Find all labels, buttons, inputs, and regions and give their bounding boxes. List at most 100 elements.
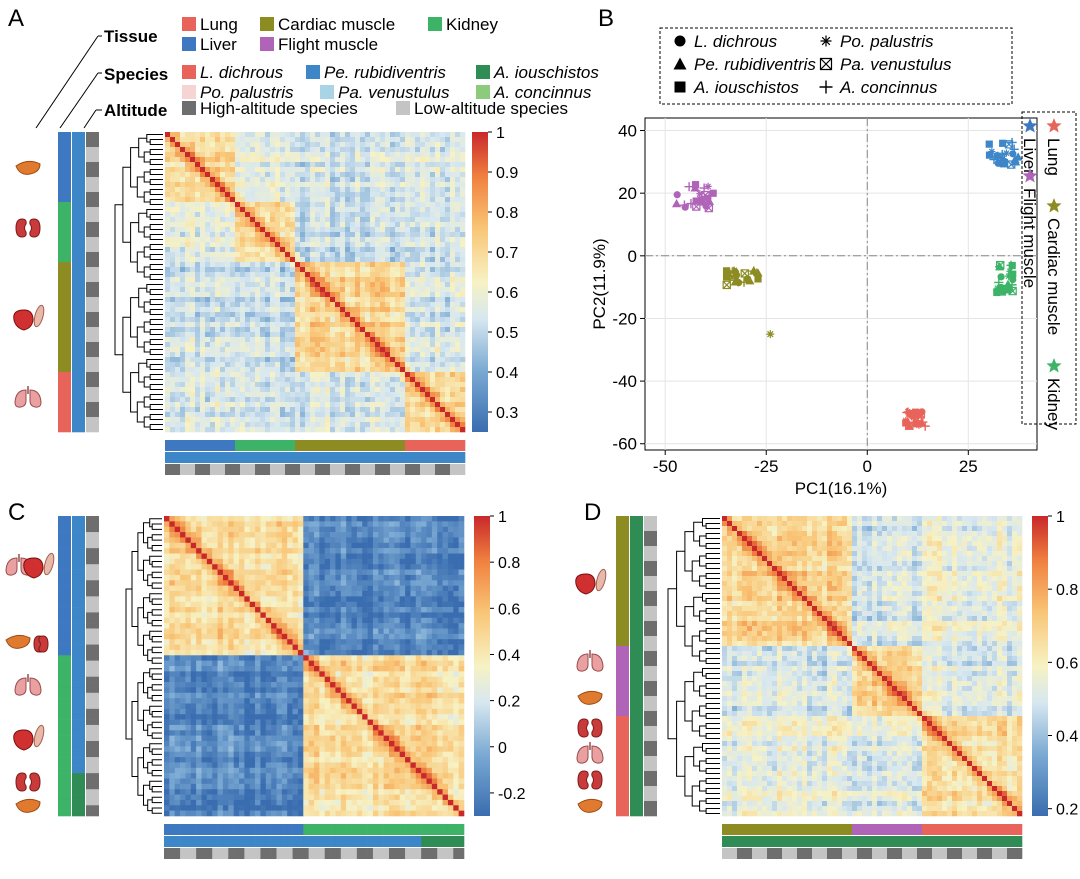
heatmap-cell	[395, 232, 401, 238]
heatmap-cell	[170, 252, 176, 258]
heatmap-cell	[445, 177, 451, 183]
annot-altitude-cell	[190, 464, 196, 475]
heatmap-cell	[215, 262, 221, 268]
heatmap-cell	[240, 387, 246, 393]
heatmap-cell	[310, 252, 316, 258]
dendrogram-branch	[137, 682, 144, 721]
heatmap-cell	[270, 427, 276, 433]
heatmap-cell	[324, 553, 331, 560]
data-point	[674, 35, 686, 47]
heatmap-cell	[300, 292, 306, 298]
heatmap-cell	[255, 162, 261, 168]
heatmap-cell	[280, 417, 286, 423]
heatmap-cell	[170, 367, 176, 373]
heatmap-cell	[340, 548, 347, 554]
heatmap-cell	[420, 427, 426, 433]
annot-species-cell	[72, 698, 85, 704]
legend-a-swatch	[320, 85, 334, 99]
heatmap-cell	[330, 337, 336, 343]
heatmap-cell	[295, 332, 301, 338]
heatmap-cell	[425, 157, 431, 163]
heatmap-cell	[315, 257, 321, 263]
heatmap-cell	[421, 558, 427, 565]
heatmap-cell	[276, 516, 283, 522]
heatmap-cell	[230, 332, 236, 338]
heatmap-cell	[395, 307, 401, 313]
heatmap-cell	[180, 558, 186, 565]
heatmap-cell	[215, 157, 221, 163]
heatmap-cell	[295, 387, 301, 393]
dendrogram-branch	[151, 673, 162, 680]
annot-tissue-cell	[310, 440, 316, 451]
heatmap-cell	[174, 532, 181, 538]
heatmap-cell	[295, 382, 301, 388]
heatmap-cell	[415, 357, 421, 363]
dendrogram-branch	[149, 705, 162, 715]
heatmap-cell	[399, 558, 406, 565]
heatmap-cell	[315, 177, 321, 183]
heatmap-cell	[250, 267, 256, 273]
heatmap-cell	[245, 392, 251, 398]
annot-tissue-cell	[58, 767, 71, 774]
heatmap-cell	[165, 137, 171, 143]
heatmap-cell	[460, 402, 466, 408]
heatmap-cell	[240, 307, 246, 313]
heatmap-cell	[239, 537, 245, 544]
heatmap-cell	[453, 558, 459, 565]
heatmap-cell	[275, 177, 281, 183]
heatmap-cell	[165, 202, 171, 208]
heatmap-cell	[300, 347, 306, 353]
lung-organ-icon	[14, 674, 42, 696]
heatmap-cell	[292, 542, 299, 549]
heatmap-cell	[450, 402, 456, 408]
heatmap-cell	[450, 217, 456, 223]
dendrogram-branch	[143, 151, 151, 163]
heatmap-cell	[430, 157, 436, 163]
annot-tissue-cell	[58, 322, 71, 328]
heatmap-cell	[431, 521, 438, 528]
heatmap-cell	[395, 227, 401, 233]
heatmap-cell	[405, 412, 411, 418]
heatmap-cell	[355, 132, 361, 138]
heatmap-cell	[370, 272, 376, 278]
heatmap-cell	[375, 327, 381, 333]
heatmap-cell	[315, 372, 321, 378]
heatmap-cell	[380, 372, 386, 378]
heatmap-cell	[320, 227, 326, 233]
heatmap-cell	[206, 526, 213, 533]
heatmap-cell	[185, 564, 192, 570]
heatmap-cell	[255, 542, 261, 549]
dendrogram-branch	[143, 396, 151, 408]
heatmap-cell	[235, 172, 241, 178]
heatmap-cell	[380, 187, 386, 193]
heatmap-cell	[330, 282, 336, 288]
annot-tissue-cell	[58, 521, 71, 528]
heatmap-cell	[346, 553, 352, 560]
heatmap-cell	[320, 242, 326, 248]
heatmap-cell	[375, 132, 381, 138]
heatmap-cell	[320, 372, 326, 378]
heatmap-cell	[275, 397, 281, 403]
heatmap-cell	[405, 537, 411, 544]
heatmap-cell	[320, 287, 326, 293]
heatmap-cell	[360, 172, 366, 178]
heatmap-cell	[378, 558, 384, 565]
heatmap-cell	[180, 521, 186, 528]
heatmap-cell	[335, 217, 341, 223]
heatmap-cell	[405, 372, 411, 378]
heatmap-cell	[425, 232, 431, 238]
heatmap-cell	[390, 207, 396, 213]
annot-species-cell	[72, 521, 85, 528]
heatmap-cell	[350, 377, 356, 383]
heatmap-cell	[285, 172, 291, 178]
heatmap-cell	[287, 542, 293, 549]
heatmap-cell	[205, 342, 211, 348]
heatmap-cell	[395, 172, 401, 178]
heatmap-cell	[287, 558, 293, 565]
heatmap-cell	[390, 367, 396, 373]
heatmap-cell	[245, 207, 251, 213]
heatmap-cell	[290, 137, 296, 143]
heatmap-cell	[437, 553, 443, 560]
heatmap-cell	[385, 247, 391, 253]
